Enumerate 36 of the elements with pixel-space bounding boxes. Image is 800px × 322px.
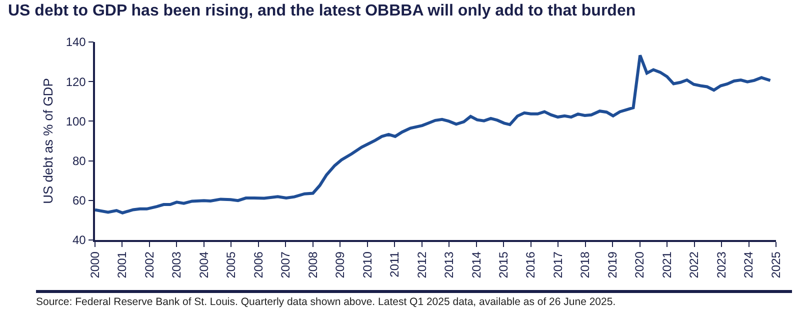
x-tick-label: 2005 <box>224 251 238 278</box>
chart-title: US debt to GDP has been rising, and the latest OBBBA will only add to that burden <box>8 2 636 20</box>
x-tick-label: 2024 <box>742 251 756 278</box>
y-tick-label: 140 <box>66 35 86 50</box>
x-tick-label: 2019 <box>605 251 620 278</box>
x-tick-label: 2023 <box>714 251 728 278</box>
x-tick-label: 2017 <box>550 251 565 278</box>
x-tick-label: 2008 <box>306 251 320 278</box>
x-tick-label: 2014 <box>469 251 484 278</box>
x-tick-label: 2025 <box>768 251 783 278</box>
x-tick-label: 2015 <box>496 251 510 278</box>
x-tick-label: 2021 <box>660 251 674 278</box>
x-tick-label: 2020 <box>632 251 647 278</box>
x-tick-label: 2009 <box>333 251 348 278</box>
x-tick-label: 2010 <box>360 251 374 278</box>
x-tick-label: 2012 <box>414 251 429 278</box>
x-tick-label: 2006 <box>251 251 266 278</box>
y-tick-label: 80 <box>72 154 86 168</box>
x-tick-label: 2016 <box>524 251 538 278</box>
x-tick-label: 2001 <box>115 251 130 278</box>
x-tick-label: 2000 <box>88 251 102 278</box>
y-tick-label: 120 <box>66 74 86 89</box>
x-tick-label: 2011 <box>388 251 402 278</box>
x-tick-label: 2007 <box>278 251 293 278</box>
x-tick-label: 2004 <box>196 251 211 278</box>
x-tick-label: 2022 <box>687 251 702 278</box>
y-axis-title: US debt as % of GDP <box>40 78 56 204</box>
x-tick-label: 2013 <box>442 251 456 278</box>
x-tick-label: 2002 <box>142 251 156 278</box>
y-tick-label: 40 <box>72 233 86 248</box>
y-tick-label: 60 <box>72 194 86 208</box>
x-tick-label: 2003 <box>170 251 184 278</box>
y-tick-label: 100 <box>66 114 86 128</box>
line-series <box>95 54 772 214</box>
x-tick-label: 2018 <box>578 251 592 278</box>
source-note: Source: Federal Reserve Bank of St. Louis. Quarterly data shown above. Latest Q1 2025 data, available as of 26 June 2025. <box>36 296 617 308</box>
